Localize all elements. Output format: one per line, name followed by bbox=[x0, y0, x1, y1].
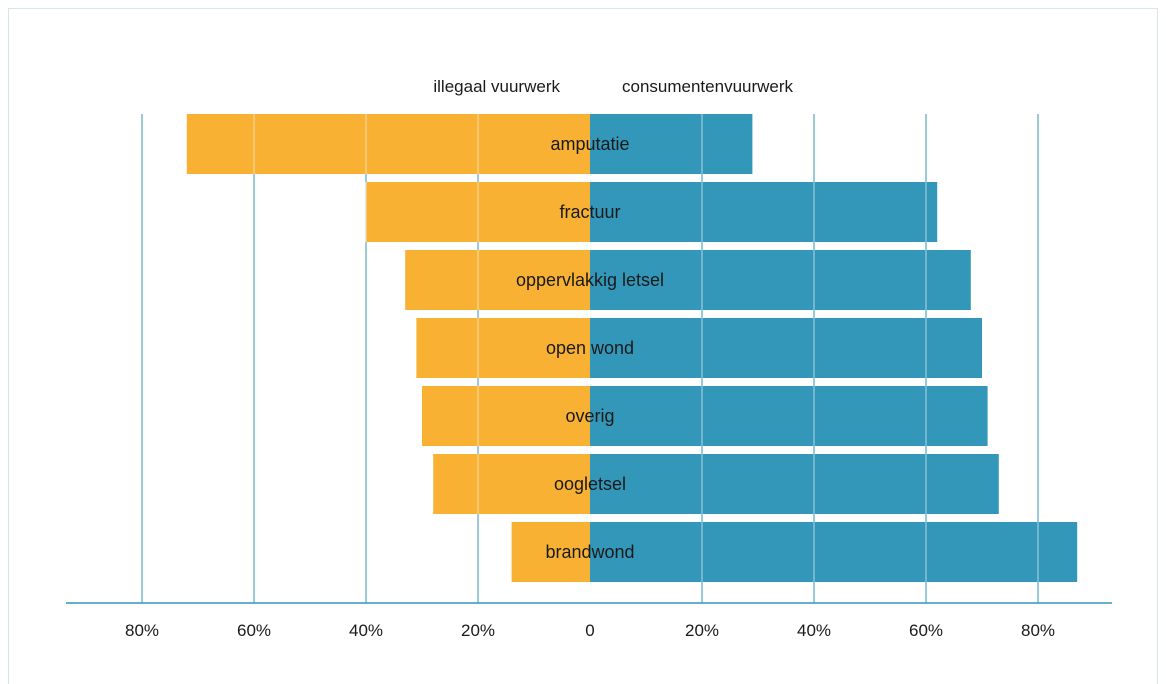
x-tick-label-8: 80% bbox=[1021, 621, 1055, 640]
category-label-2: oppervlakkig letsel bbox=[516, 270, 664, 290]
category-label-5: oogletsel bbox=[554, 474, 626, 494]
bar-illegaal-4 bbox=[422, 386, 590, 446]
bar-consumenten-0 bbox=[590, 114, 753, 174]
x-tick-label-2: 40% bbox=[349, 621, 383, 640]
chart-frame bbox=[8, 8, 1158, 684]
series-label-left: illegaal vuurwerk bbox=[433, 77, 560, 96]
bar-illegaal-5 bbox=[433, 454, 590, 514]
x-tick-label-4: 0 bbox=[585, 621, 594, 640]
bar-consumenten-4 bbox=[590, 386, 988, 446]
series-label-right: consumentenvuurwerk bbox=[622, 77, 794, 96]
category-label-6: brandwond bbox=[545, 542, 634, 562]
bar-consumenten-5 bbox=[590, 454, 999, 514]
category-label-1: fractuur bbox=[559, 202, 620, 222]
gridlines bbox=[253, 114, 1039, 582]
x-tick-label-7: 60% bbox=[909, 621, 943, 640]
x-tick-label-6: 40% bbox=[797, 621, 831, 640]
category-labels: amputatie fractuur oppervlakkig letsel open… bbox=[516, 134, 664, 562]
category-label-4: overig bbox=[565, 406, 614, 426]
bars-consumenten bbox=[590, 114, 1078, 582]
x-tick-label-3: 20% bbox=[461, 621, 495, 640]
bar-illegaal-2 bbox=[405, 250, 590, 310]
bars-illegaal bbox=[186, 114, 591, 582]
bar-illegaal-0 bbox=[186, 114, 591, 174]
bar-illegaal-6 bbox=[511, 522, 590, 582]
category-label-0: amputatie bbox=[550, 134, 629, 154]
bar-illegaal-3 bbox=[416, 318, 590, 378]
bar-consumenten-3 bbox=[590, 318, 982, 378]
bar-consumenten-1 bbox=[590, 182, 938, 242]
x-tick-labels: 80% 60% 40% 20% 0 20% 40% 60% 80% bbox=[125, 621, 1055, 640]
x-tick-label-5: 20% bbox=[685, 621, 719, 640]
x-tick-label-1: 60% bbox=[237, 621, 271, 640]
bar-consumenten-2 bbox=[590, 250, 971, 310]
x-tick-label-0: 80% bbox=[125, 621, 159, 640]
bar-consumenten-6 bbox=[590, 522, 1078, 582]
category-label-3: open wond bbox=[546, 338, 634, 358]
